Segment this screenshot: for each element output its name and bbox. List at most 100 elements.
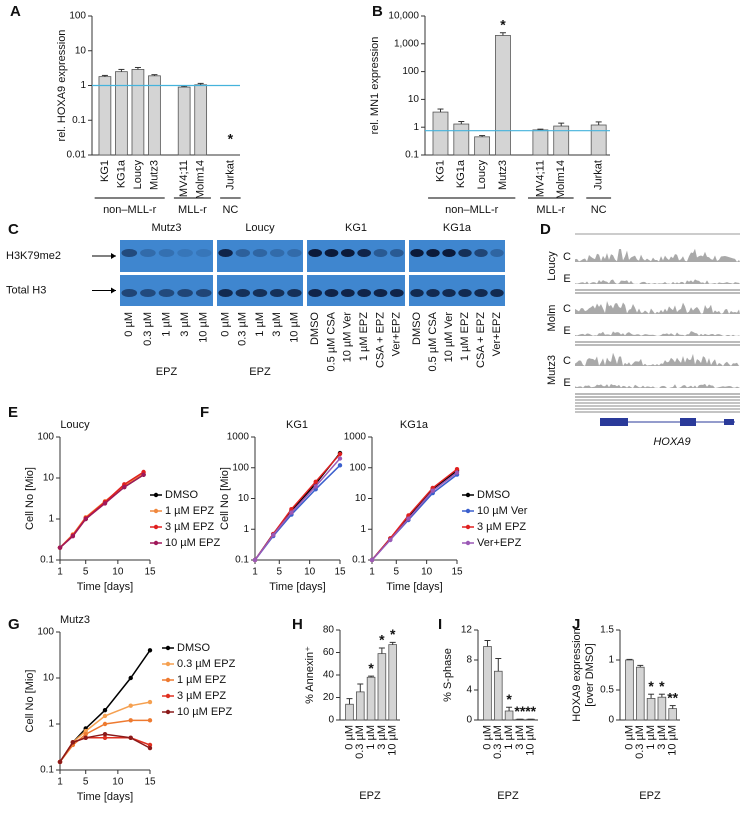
data-point [147,648,153,653]
bar [194,84,208,156]
lane-label: 1 µM EPZ [358,312,370,361]
data-point [369,557,375,563]
y-axis-label: Cell No [Mio] [219,467,231,530]
x-tick-label: 1 [57,777,63,788]
gene-exon [680,418,696,426]
lane-label: DMSO [411,312,423,345]
x-tick-label: 10 µM [667,725,679,756]
group-label: MLL-r [178,204,207,216]
y-tick-label: 0.1 [40,765,54,776]
x-tick-label: 15 [334,567,346,578]
legend-label: DMSO [477,489,510,501]
y-axis-label: Cell No [Mio] [24,670,36,733]
data-point [337,451,343,457]
data-point [128,703,133,708]
y-tick-label: 0 [328,715,334,726]
y-axis-label: rel. MN1 expression [369,37,381,135]
significance-mark: ** [667,689,678,705]
y-tick-label: 100 [37,627,54,638]
blot-band [490,249,504,257]
row-arrowhead [111,253,116,259]
legend-marker [165,693,171,699]
blot-band [177,249,193,257]
bar [657,696,667,721]
legend-label: 3 µM EPZ [177,690,226,702]
blot-band [340,249,355,257]
blot-band [308,249,323,257]
blot-band [442,289,456,297]
series-line [254,464,341,561]
panel-letter: A [10,3,21,20]
y-tick-label: 0.01 [67,150,87,161]
y-axis-label: % Annexin⁺ [304,646,316,704]
lane-label: Ver+EPZ [391,312,403,357]
x-axis-label: Time [days] [386,581,442,593]
lane-label: 10 µM [288,312,300,343]
y-tick-label: 4 [466,685,472,696]
bar [668,708,677,721]
blot-band [269,249,285,257]
group-label: NC [222,204,238,216]
significance-mark: * [228,131,234,147]
x-tick-label: Loucy [476,160,488,190]
data-point [430,488,435,493]
blot-band [340,289,355,297]
series-line [59,719,150,763]
bar [483,646,492,721]
data-point [252,557,258,563]
lane-label: 10 µM Ver [443,312,455,363]
significance-mark: * [379,632,385,648]
x-tick-label: 15 [144,567,156,578]
data-point [70,740,76,745]
significance-mark: * [390,626,396,642]
x-tick-label: 3 µM [514,725,526,750]
x-tick-label: 5 [83,567,89,578]
significance-mark: * [506,691,512,707]
blot-band [287,289,302,297]
coverage-track [575,331,740,336]
bar [345,703,354,721]
x-tick-label: Jurkat [593,160,605,190]
panel-letter: H [292,616,303,633]
y-tick-label: 10 [43,673,55,684]
legend-label: DMSO [165,489,198,501]
x-tick-label: 3 µM [376,725,388,750]
gene-label: HOXA9 [653,436,690,448]
data-point [70,534,76,539]
panel-letter: G [8,616,20,633]
legend-label: 10 µM EPZ [165,537,221,549]
legend-marker [153,508,159,514]
lane-label: 0.3 µM [237,312,249,346]
data-point [102,501,108,506]
group-label: non–MLL-r [445,204,499,216]
bar [504,710,514,721]
legend-marker [165,677,171,683]
y-tick-label: 1.5 [600,625,614,636]
y-tick-label: 10 [408,94,420,105]
data-point [128,718,133,723]
panel-letter: J [572,616,580,633]
gene-exon [600,418,628,426]
legend-marker [465,508,471,514]
y-tick-label: 1 [80,80,86,91]
legend-label: Ver+EPZ [477,537,522,549]
blot-band [235,249,251,257]
y-tick-label: 60 [323,647,335,658]
lane-label: Ver+EPZ [491,312,503,357]
lane-label: 0.5 µM CSA [325,311,337,371]
lane-label: 10 µM [198,312,210,343]
blot-panel [409,275,505,306]
blot-band [357,249,372,257]
data-point [102,732,108,737]
treatment-label: EPZ [249,366,271,378]
y-tick-label: 0.1 [40,555,54,566]
lane-label: 0.5 µM CSA [427,311,439,371]
group-label: MLL-r [536,204,565,216]
data-point [289,510,294,515]
data-point [147,742,153,748]
blot-band [389,289,404,297]
y-tick-label: 10 [355,493,367,504]
x-tick-label: KG1 [434,160,446,182]
x-tick-label: Loucy [132,160,144,190]
group-label: non–MLL-r [103,204,157,216]
